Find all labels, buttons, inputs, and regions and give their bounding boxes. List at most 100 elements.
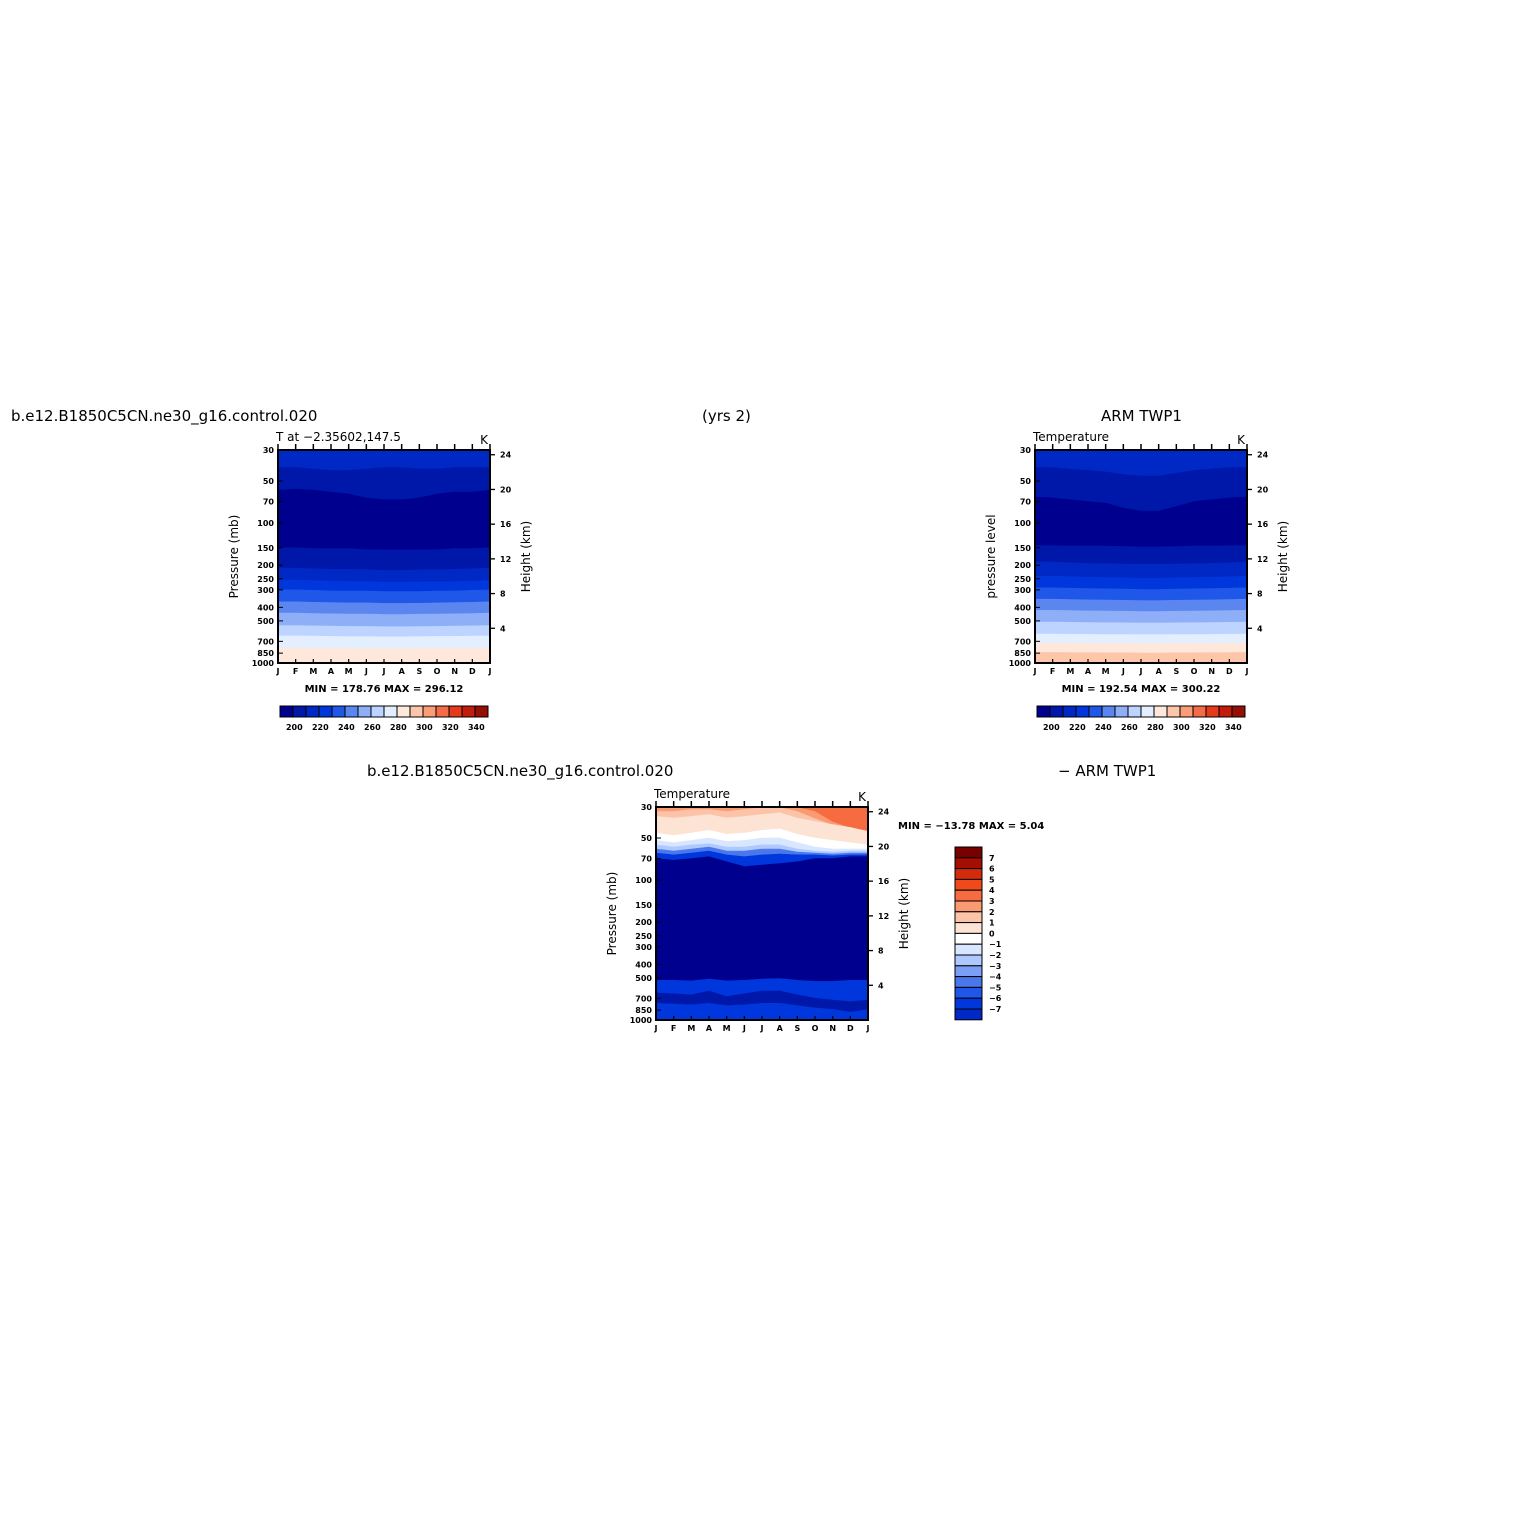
colorbar-box bbox=[954, 889, 983, 902]
contour-band bbox=[656, 856, 868, 982]
x-tick-label: O bbox=[1191, 667, 1198, 676]
y-tick-label: 250 bbox=[635, 932, 652, 941]
y-tick-label: 70 bbox=[1020, 497, 1032, 506]
x-tick-label: J bbox=[488, 667, 492, 676]
y2-tick-label: 8 bbox=[878, 947, 884, 956]
y2-tick-label: 8 bbox=[500, 590, 506, 599]
colorbar-label: 2 bbox=[989, 908, 995, 917]
contour-band bbox=[278, 612, 490, 627]
panel-title: Temperature bbox=[1032, 430, 1109, 444]
contour-band bbox=[1035, 609, 1247, 624]
colorbar-label: 220 bbox=[1069, 723, 1086, 732]
y-tick-label: 50 bbox=[1020, 477, 1032, 486]
colorbar-box bbox=[279, 705, 294, 718]
colorbar-label: 220 bbox=[312, 723, 329, 732]
y-tick-label: 700 bbox=[1014, 637, 1031, 646]
y-tick-label: 30 bbox=[1020, 446, 1032, 455]
colorbar-box bbox=[1153, 705, 1168, 718]
y-tick-label: 300 bbox=[257, 586, 274, 595]
colorbar-box bbox=[331, 705, 346, 718]
colorbar-box bbox=[954, 846, 983, 859]
colorbar-label: −7 bbox=[989, 1005, 1001, 1014]
colorbar-box bbox=[383, 705, 398, 718]
colorbar-label: 300 bbox=[1173, 723, 1190, 732]
x-tick-label: J bbox=[742, 1024, 746, 1033]
y2-axis-label: Height (km) bbox=[897, 878, 911, 949]
x-tick-label: J bbox=[1033, 667, 1037, 676]
y-tick-label: 250 bbox=[1014, 575, 1031, 584]
panel-obs: J F M A M J J A S O N D J 30 50 70 100 150 200 250 300 400 500… bbox=[984, 430, 1290, 732]
y2-tick-label: 16 bbox=[500, 520, 512, 529]
colorbar-box bbox=[370, 705, 385, 718]
contour-band bbox=[278, 547, 490, 571]
colorbar-label: 300 bbox=[416, 723, 433, 732]
x-tick-label: J bbox=[276, 667, 280, 676]
x-tick-label: D bbox=[469, 667, 476, 676]
colorbar-box bbox=[1101, 705, 1116, 718]
y-tick-label: 30 bbox=[263, 446, 275, 455]
panel-difference: J F M A M J J A S O N D J305070100150200250300400500… bbox=[605, 787, 1044, 1033]
colorbar-label: 260 bbox=[1121, 723, 1138, 732]
x-tick-label: J bbox=[1245, 667, 1249, 676]
y-axis-label: pressure level bbox=[984, 514, 998, 598]
x-tick-label: N bbox=[829, 1024, 836, 1033]
colorbar-box bbox=[1088, 705, 1103, 718]
y-tick-label: 300 bbox=[1014, 586, 1031, 595]
contour-band bbox=[1035, 642, 1247, 654]
colorbar-box bbox=[954, 954, 983, 967]
contour-area bbox=[1035, 450, 1247, 663]
y-tick-label: 70 bbox=[263, 497, 275, 506]
x-tick-label: A bbox=[777, 1024, 784, 1033]
colorbar-box bbox=[954, 868, 983, 880]
x-tick-label: J bbox=[364, 667, 368, 676]
colorbar-label: 4 bbox=[989, 886, 995, 895]
colorbar-label: 320 bbox=[442, 723, 459, 732]
x-tick-label: F bbox=[293, 667, 298, 676]
contour-band bbox=[278, 625, 490, 638]
colorbar-label: 240 bbox=[338, 723, 355, 732]
min-max-label: MIN = 178.76 MAX = 296.12 bbox=[305, 684, 464, 695]
colorbar-box bbox=[954, 965, 983, 978]
colorbar-label: −6 bbox=[989, 994, 1002, 1003]
contour-band bbox=[278, 601, 490, 615]
colorbar-box bbox=[1192, 705, 1207, 718]
colorbar-box bbox=[954, 986, 983, 999]
colorbar-box bbox=[305, 705, 320, 718]
y2-tick-label: 24 bbox=[1257, 451, 1269, 460]
colorbar: 200 220 240 260 280 300 320 340 bbox=[279, 705, 489, 732]
colorbar-box bbox=[1114, 705, 1129, 718]
x-tick-label: M bbox=[687, 1024, 695, 1033]
colorbar-label: 3 bbox=[989, 897, 995, 906]
x-tick-label: M bbox=[1102, 667, 1110, 676]
colorbar-box bbox=[954, 922, 983, 934]
colorbar-box bbox=[1036, 705, 1051, 718]
y2-tick-label: 12 bbox=[878, 912, 889, 921]
x-tick-label: O bbox=[812, 1024, 819, 1033]
colorbar-label: 240 bbox=[1095, 723, 1112, 732]
y-tick-label: 250 bbox=[257, 575, 274, 584]
colorbar-label: 1 bbox=[989, 919, 995, 928]
y-tick-label: 200 bbox=[1014, 561, 1031, 570]
colorbar-box bbox=[474, 705, 489, 718]
y-tick-label: 850 bbox=[635, 1006, 652, 1015]
y-tick-label: 850 bbox=[257, 649, 274, 658]
y2-tick-label: 12 bbox=[500, 555, 511, 564]
diff-obs-title: − ARM TWP1 bbox=[1058, 762, 1157, 780]
y2-tick-label: 24 bbox=[878, 808, 890, 817]
x-tick-label: M bbox=[1066, 667, 1074, 676]
x-tick-label: A bbox=[399, 667, 406, 676]
y-tick-label: 1000 bbox=[252, 659, 275, 668]
x-tick-label: M bbox=[345, 667, 353, 676]
colorbar-box bbox=[409, 705, 424, 718]
x-tick-label: A bbox=[1156, 667, 1163, 676]
colorbar-box bbox=[292, 705, 307, 718]
y-tick-label: 50 bbox=[263, 477, 275, 486]
colorbar-box bbox=[461, 705, 476, 718]
y2-axis-label: Height (km) bbox=[519, 521, 533, 592]
units-label: K bbox=[1237, 433, 1246, 447]
x-tick-label: F bbox=[1050, 667, 1055, 676]
colorbar-label: 5 bbox=[989, 875, 995, 884]
y-tick-label: 400 bbox=[1014, 603, 1031, 612]
case-name-title: b.e12.B1850C5CN.ne30_g16.control.020 bbox=[11, 407, 318, 425]
